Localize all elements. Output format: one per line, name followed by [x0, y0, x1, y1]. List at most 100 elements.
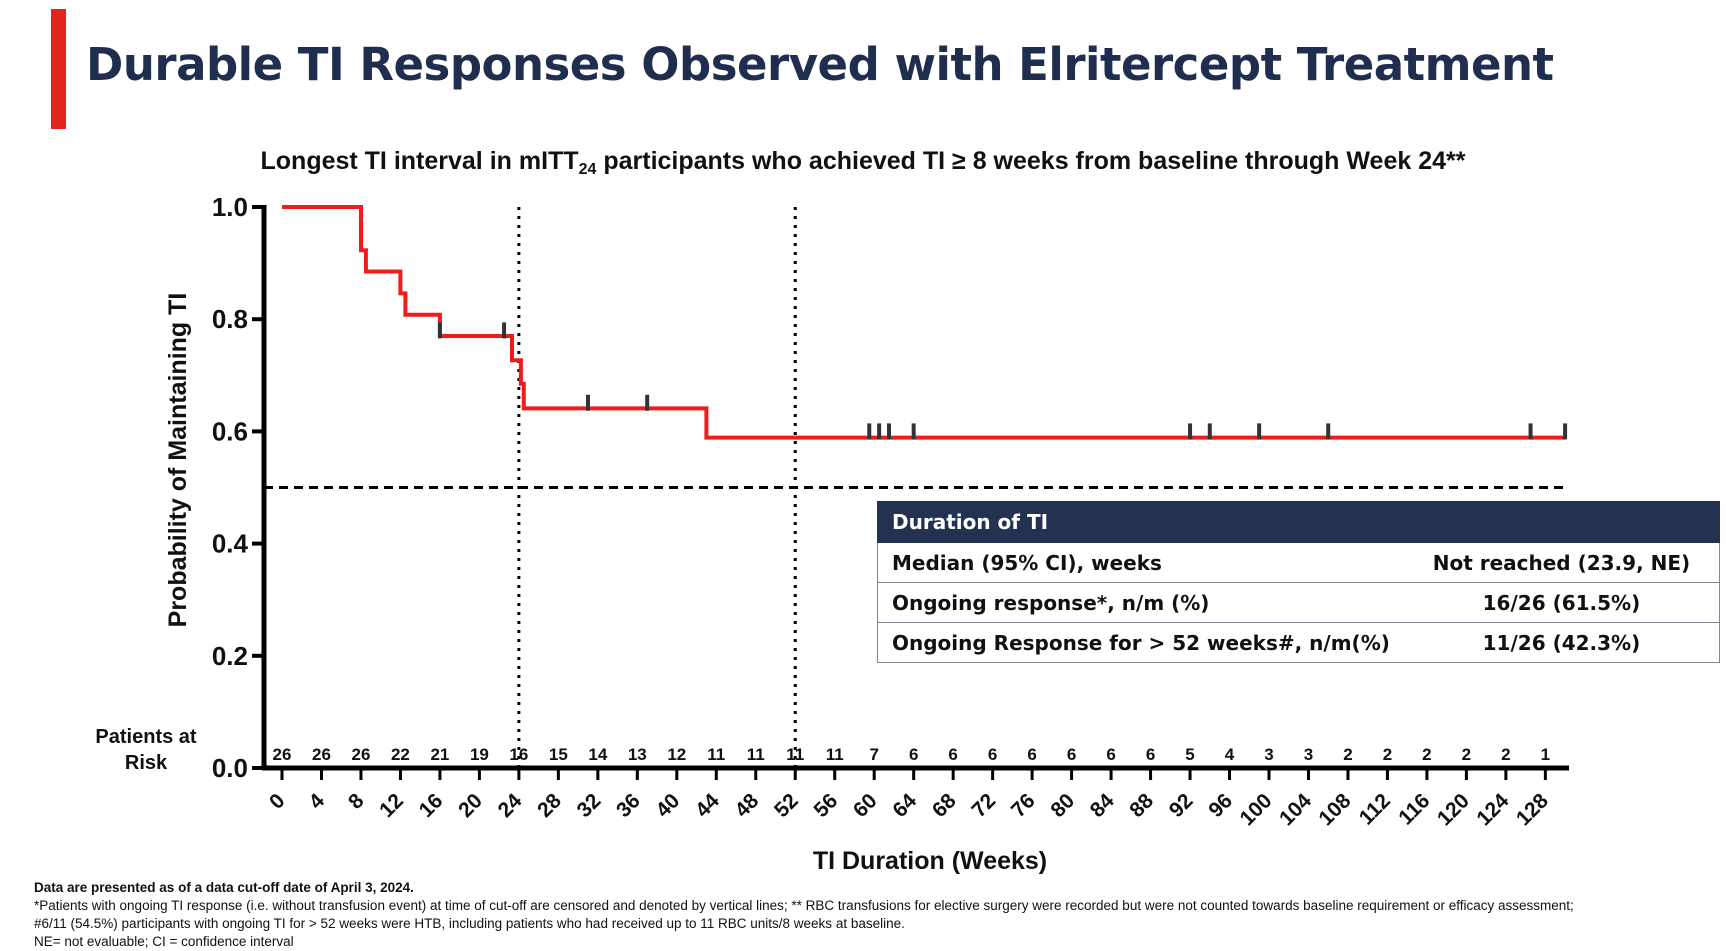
- at-risk-value: 26: [273, 745, 292, 764]
- x-tick-label: 8: [344, 789, 369, 814]
- x-tick-label: 36: [612, 789, 645, 822]
- duration-table-header: Duration of TI: [877, 501, 1720, 543]
- x-tick-label: 100: [1235, 789, 1276, 830]
- x-tick-label: 88: [1125, 789, 1158, 822]
- at-risk-value: 26: [351, 745, 370, 764]
- x-tick-label: 72: [967, 789, 1000, 822]
- x-tick-label: 108: [1314, 789, 1355, 830]
- at-risk-value: 6: [1027, 745, 1036, 764]
- y-tick-label: 0.8: [212, 304, 248, 334]
- x-tick-label: 20: [454, 789, 487, 822]
- censor-marks: [437, 322, 1568, 440]
- x-tick-label: 60: [849, 789, 882, 822]
- footnote-cutoff: Data are presented as of a data cut-off …: [34, 880, 414, 895]
- accent-bar: [51, 9, 66, 129]
- x-tick-label: 112: [1355, 789, 1395, 829]
- y-tick-label: 1.0: [212, 192, 248, 222]
- y-axis-label: Probability of Maintaining TI: [164, 293, 192, 628]
- x-tick-label: 76: [1007, 789, 1040, 822]
- x-tick-label: 80: [1046, 789, 1079, 822]
- at-risk-value: 4: [1225, 745, 1235, 764]
- at-risk-value: 21: [430, 745, 449, 764]
- km-curve-group: [282, 205, 1566, 440]
- x-ticks: 0 4 8 12 16 20 24 28 32 36 40 44 48 52 56 60 64 68 72 76 80 8…: [265, 768, 1553, 830]
- at-risk-value: 1: [1541, 745, 1550, 764]
- at-risk-value: 2: [1462, 745, 1471, 764]
- x-tick-label: 40: [652, 789, 685, 822]
- x-tick-label: 48: [731, 789, 764, 822]
- chart-title-suffix: participants who achieved TI ≥ 8 weeks f…: [596, 147, 1466, 175]
- at-risk-value: 2: [1422, 745, 1431, 764]
- slide-title: Durable TI Responses Observed with Elrit…: [86, 38, 1554, 91]
- at-risk-value: 11: [747, 745, 765, 764]
- footnotes: Data are presented as of a data cut-off …: [34, 879, 1724, 951]
- row-label: Ongoing Response for > 52 weeks#, n/m(%): [876, 622, 1404, 663]
- x-tick-label: 64: [888, 789, 921, 822]
- footnote-censoring: *Patients with ongoing TI response (i.e.…: [34, 898, 1574, 913]
- x-tick-label: 32: [573, 789, 606, 822]
- at-risk-value: 7: [869, 745, 878, 764]
- y-tick-label: 0.0: [212, 753, 248, 783]
- at-risk-value: 2: [1383, 745, 1392, 764]
- x-tick-label: 52: [770, 789, 803, 822]
- footnote-abbreviations: NE= not evaluable; CI = confidence inter…: [34, 934, 294, 949]
- x-tick-label: 92: [1165, 789, 1198, 822]
- x-axis-label: TI Duration (Weeks): [813, 847, 1047, 875]
- chart-title-prefix: Longest TI interval in mITT: [260, 147, 579, 175]
- at-risk-value: 2: [1501, 745, 1510, 764]
- x-tick-label: 16: [415, 789, 448, 822]
- at-risk-value: 3: [1264, 745, 1273, 764]
- at-risk-value: 26: [312, 745, 331, 764]
- x-tick-label: 116: [1394, 789, 1434, 829]
- x-tick-label: 12: [375, 789, 408, 822]
- at-risk-value: 6: [948, 745, 957, 764]
- at-risk-value: 11: [707, 745, 725, 764]
- table-row: Median (95% CI), weeks Not reached (23.9…: [876, 542, 1720, 583]
- x-tick-label: 44: [691, 789, 724, 822]
- at-risk-value: 11: [786, 745, 804, 764]
- x-tick-label: 24: [494, 789, 527, 822]
- x-tick-label: 124: [1472, 789, 1513, 830]
- x-tick-label: 96: [1204, 789, 1237, 822]
- at-risk-value: 6: [909, 745, 918, 764]
- y-tick-label: 0.6: [212, 416, 248, 446]
- x-tick-label: 0: [265, 789, 290, 814]
- at-risk-value: 15: [549, 745, 568, 764]
- duration-table: Duration of TI Median (95% CI), weeks No…: [876, 501, 1720, 663]
- row-value: Not reached (23.9, NE): [1403, 542, 1720, 583]
- table-row: Ongoing response*, n/m (%) 16/26 (61.5%): [876, 582, 1720, 623]
- row-value: 11/26 (42.3%): [1403, 622, 1720, 663]
- x-tick-label: 68: [928, 789, 961, 822]
- at-risk-value: 22: [391, 745, 410, 764]
- x-tick-label: 28: [533, 789, 566, 822]
- at-risk-value: 6: [1106, 745, 1115, 764]
- km-curve: [282, 205, 1566, 440]
- table-row: Ongoing Response for > 52 weeks#, n/m(%)…: [876, 622, 1720, 663]
- at-risk-label: Patients at Risk: [95, 726, 197, 774]
- x-tick-label: 4: [304, 789, 329, 814]
- at-risk-value: 11: [826, 745, 844, 764]
- x-tick-label: 120: [1433, 789, 1474, 830]
- y-ticks: 0.0 0.2 0.4 0.6 0.8 1.0: [212, 192, 264, 783]
- at-risk-value: 12: [667, 745, 686, 764]
- at-risk-value: 19: [470, 745, 489, 764]
- at-risk-value: 5: [1185, 745, 1194, 764]
- x-tick-label: 128: [1512, 789, 1553, 830]
- at-risk-value: 14: [588, 745, 607, 764]
- at-risk-values: 26 26 26 22 21 19 16 15 14 13 12 11 11 11 11 7 6 6 6 6 6 6 6 5 4…: [273, 745, 1551, 764]
- at-risk-value: 13: [628, 745, 647, 764]
- x-tick-label: 56: [809, 789, 842, 822]
- chart-title-subscript: 24: [578, 161, 597, 178]
- at-risk-value: 6: [988, 745, 997, 764]
- at-risk-value: 6: [1067, 745, 1076, 764]
- row-label: Ongoing response*, n/m (%): [876, 582, 1404, 623]
- footnote-htb: #6/11 (54.5%) participants with ongoing …: [34, 916, 905, 931]
- at-risk-value: 16: [509, 745, 528, 764]
- at-risk-value: 6: [1146, 745, 1155, 764]
- row-label: Median (95% CI), weeks: [876, 542, 1404, 583]
- x-tick-label: 104: [1275, 789, 1316, 830]
- y-tick-label: 0.4: [212, 529, 249, 559]
- row-value: 16/26 (61.5%): [1403, 582, 1720, 623]
- at-risk-value: 2: [1343, 745, 1352, 764]
